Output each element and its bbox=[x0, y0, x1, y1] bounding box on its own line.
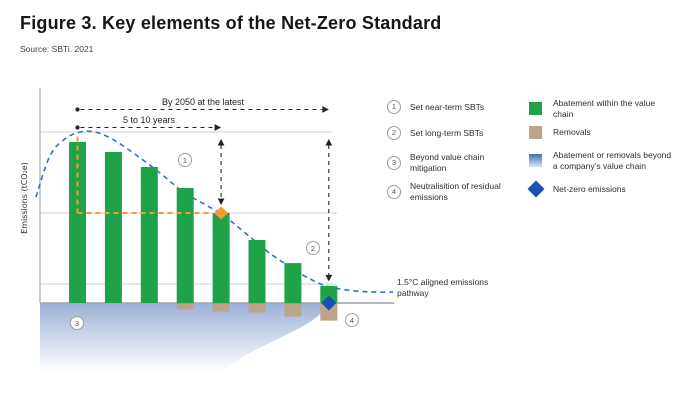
removals-bar bbox=[320, 303, 338, 321]
legend-label: Abatement within the value chain bbox=[553, 98, 656, 119]
y-axis-label: Emissions (tCO₂e) bbox=[20, 162, 29, 234]
legend-label: Net-zero emissions bbox=[553, 183, 626, 194]
net-zero-diamond-icon bbox=[527, 180, 544, 198]
chart-step-ref-1: 1 bbox=[178, 153, 192, 167]
abatement-swatch-icon bbox=[529, 102, 542, 115]
chart-marks bbox=[35, 106, 394, 321]
step-ref-number: 3 bbox=[75, 319, 79, 328]
by-2050-arrow-start-dot bbox=[75, 107, 80, 112]
abatement-bar bbox=[248, 240, 266, 303]
near-term-depth-arrow-down-arrowhead bbox=[217, 198, 225, 206]
beyond-value-chain-region bbox=[40, 303, 326, 372]
abatement-bar bbox=[69, 142, 86, 303]
figure-title: Figure 3. Key elements of the Net-Zero S… bbox=[20, 13, 442, 33]
abatement-bar bbox=[320, 285, 338, 303]
long-term-depth-arrow-up-arrowhead bbox=[325, 139, 333, 146]
step-label: Neutralisition of residual emissions bbox=[410, 181, 501, 202]
step-item-2: 2 Set long-term SBTs bbox=[387, 126, 522, 140]
abatement-bar bbox=[284, 263, 302, 303]
step-number-badge: 2 bbox=[387, 126, 401, 140]
removals-bar bbox=[248, 303, 266, 313]
near-term-window-label: 5 to 10 years bbox=[123, 115, 176, 125]
abatement-bar bbox=[212, 213, 230, 303]
long-term-depth-arrow-down-arrowhead bbox=[325, 274, 333, 282]
step-ref-number: 2 bbox=[311, 244, 315, 253]
step-label: Set near-term SBTs bbox=[410, 101, 485, 112]
chart-annotations: By 2050 at the latest 5 to 10 years Emis… bbox=[20, 97, 359, 330]
legend-item-net-zero: Net-zero emissions bbox=[527, 180, 675, 198]
by-2050-arrow-arrowhead bbox=[322, 106, 329, 113]
step-ref-number: 4 bbox=[350, 316, 354, 325]
pathway-label: 1.5°C aligned emissions pathway bbox=[397, 277, 489, 298]
legend-label: Removals bbox=[553, 127, 591, 138]
step-label: Set long-term SBTs bbox=[410, 127, 484, 138]
pathway-curve bbox=[35, 130, 394, 293]
step-label: Beyond value chain mitigation bbox=[410, 152, 485, 173]
chart-step-ref-2: 2 bbox=[306, 241, 320, 255]
abatement-bar bbox=[104, 152, 122, 303]
legend-item-beyond-value-chain: Abatement or removals beyond a company’s… bbox=[527, 150, 675, 171]
abatement-bar bbox=[176, 188, 194, 303]
figure-source: Source: SBTi. 2021 bbox=[20, 44, 94, 54]
step-ref-circle bbox=[178, 153, 192, 167]
step-number-badge: 4 bbox=[387, 184, 401, 199]
abatement-bar bbox=[140, 167, 158, 303]
chart-step-ref-4: 4 bbox=[345, 313, 359, 327]
step-ref-circle bbox=[306, 241, 320, 255]
legend-item-abatement: Abatement within the value chain bbox=[527, 98, 675, 119]
near-term-window-arrow-start-dot bbox=[75, 125, 80, 130]
legend-item-removals: Removals bbox=[527, 126, 675, 139]
near-term-depth-arrow-up-arrowhead bbox=[217, 139, 225, 146]
removals-bar bbox=[212, 303, 230, 312]
step-number-badge: 3 bbox=[387, 155, 401, 170]
step-ref-circle bbox=[70, 316, 84, 330]
step-item-1: 1 Set near-term SBTs bbox=[387, 100, 522, 114]
removals-bar bbox=[176, 303, 194, 310]
removals-bar bbox=[284, 303, 302, 317]
step-number-badge: 1 bbox=[387, 100, 401, 114]
step-ref-number: 1 bbox=[183, 156, 187, 165]
by-2050-label: By 2050 at the latest bbox=[162, 97, 245, 107]
step-item-4: 4 Neutralisition of residual emissions bbox=[387, 181, 522, 202]
beyond-value-chain-swatch-icon bbox=[529, 154, 542, 167]
near-term-window-arrow-arrowhead bbox=[214, 124, 222, 131]
chart-step-ref-3: 3 bbox=[70, 316, 84, 330]
near-term-target-diamond bbox=[214, 206, 229, 220]
legend-label: Abatement or removals beyond a company’s… bbox=[553, 150, 672, 171]
removals-swatch-icon bbox=[529, 126, 542, 139]
step-ref-circle bbox=[345, 313, 359, 327]
step-item-3: 3 Beyond value chain mitigation bbox=[387, 152, 522, 173]
net-zero-diamond bbox=[321, 295, 337, 311]
